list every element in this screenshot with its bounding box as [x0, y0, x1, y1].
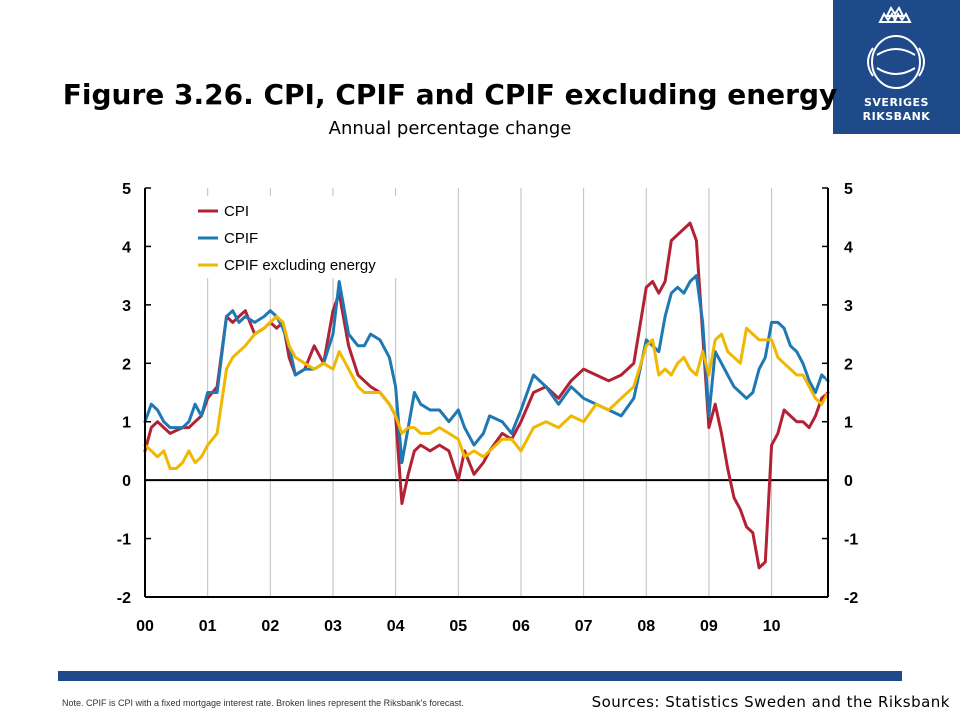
y-tick-left: 0 [122, 473, 131, 490]
line-chart: 5 54 43 32 21 10 0-1 -1-2 -200 01 02 03 04 05 06 07 08 09… [117, 181, 859, 635]
x-tick-04: 04 [387, 618, 405, 635]
legend-label: CPIF excluding energy [224, 257, 376, 274]
riksbank-logo: SVERIGES RIKSBANK [833, 0, 960, 134]
x-tick-09: 09 [700, 618, 718, 635]
y-tick-right: 4 [844, 239, 853, 256]
chart-subtitle: Annual percentage change [328, 118, 572, 139]
series-line-4 [820, 373, 830, 383]
y-tick-right: 0 [844, 473, 853, 490]
y-tick-left: -1 [117, 532, 131, 549]
y-tick-right: -2 [844, 590, 858, 607]
x-tick-06: 06 [512, 618, 530, 635]
chart-title: Figure 3.26. CPI, CPIF and CPIF excludin… [62, 78, 838, 111]
x-tick-02: 02 [261, 618, 279, 635]
y-tick-left: -2 [117, 590, 131, 607]
legend-label: CPIF [224, 230, 258, 247]
y-tick-right: -1 [844, 532, 858, 549]
x-tick-08: 08 [637, 618, 655, 635]
x-tick-10: 10 [763, 618, 781, 635]
x-tick-00: 00 [136, 618, 154, 635]
logo-line-sveriges: SVERIGES [864, 96, 929, 109]
x-tick-07: 07 [575, 618, 593, 635]
series-line-5 [820, 391, 830, 406]
legend-label: CPI [224, 203, 249, 220]
series-lines [143, 221, 830, 570]
series-line-2 [143, 315, 824, 470]
x-tick-05: 05 [449, 618, 467, 635]
y-tick-left: 5 [122, 181, 131, 198]
y-tick-left: 2 [122, 356, 131, 373]
y-tick-right: 2 [844, 356, 853, 373]
y-tick-right: 5 [844, 181, 853, 198]
tick-labels: 5 54 43 32 21 10 0-1 -1-2 -200 01 02 03 04 05 06 07 08 09… [117, 181, 859, 635]
y-tick-left: 1 [122, 415, 131, 432]
series-line-1 [143, 274, 824, 465]
y-tick-left: 3 [122, 298, 131, 315]
x-tick-03: 03 [324, 618, 342, 635]
footer-bar [58, 671, 902, 681]
logo-line-riksbank: RIKSBANK [862, 110, 931, 123]
series-line-0 [143, 221, 824, 570]
legend: CPI CPIF CPIF excluding energy [176, 196, 426, 278]
axes [144, 188, 829, 598]
y-tick-left: 4 [122, 239, 131, 256]
y-tick-right: 1 [844, 415, 853, 432]
y-tick-right: 3 [844, 298, 853, 315]
riksbank-crest-icon [867, 6, 925, 89]
x-tick-01: 01 [199, 618, 217, 635]
footnote: Note. CPIF is CPI with a fixed mortgage … [62, 698, 464, 708]
sources-label: Sources: Statistics Sweden and the Riksb… [591, 693, 950, 711]
